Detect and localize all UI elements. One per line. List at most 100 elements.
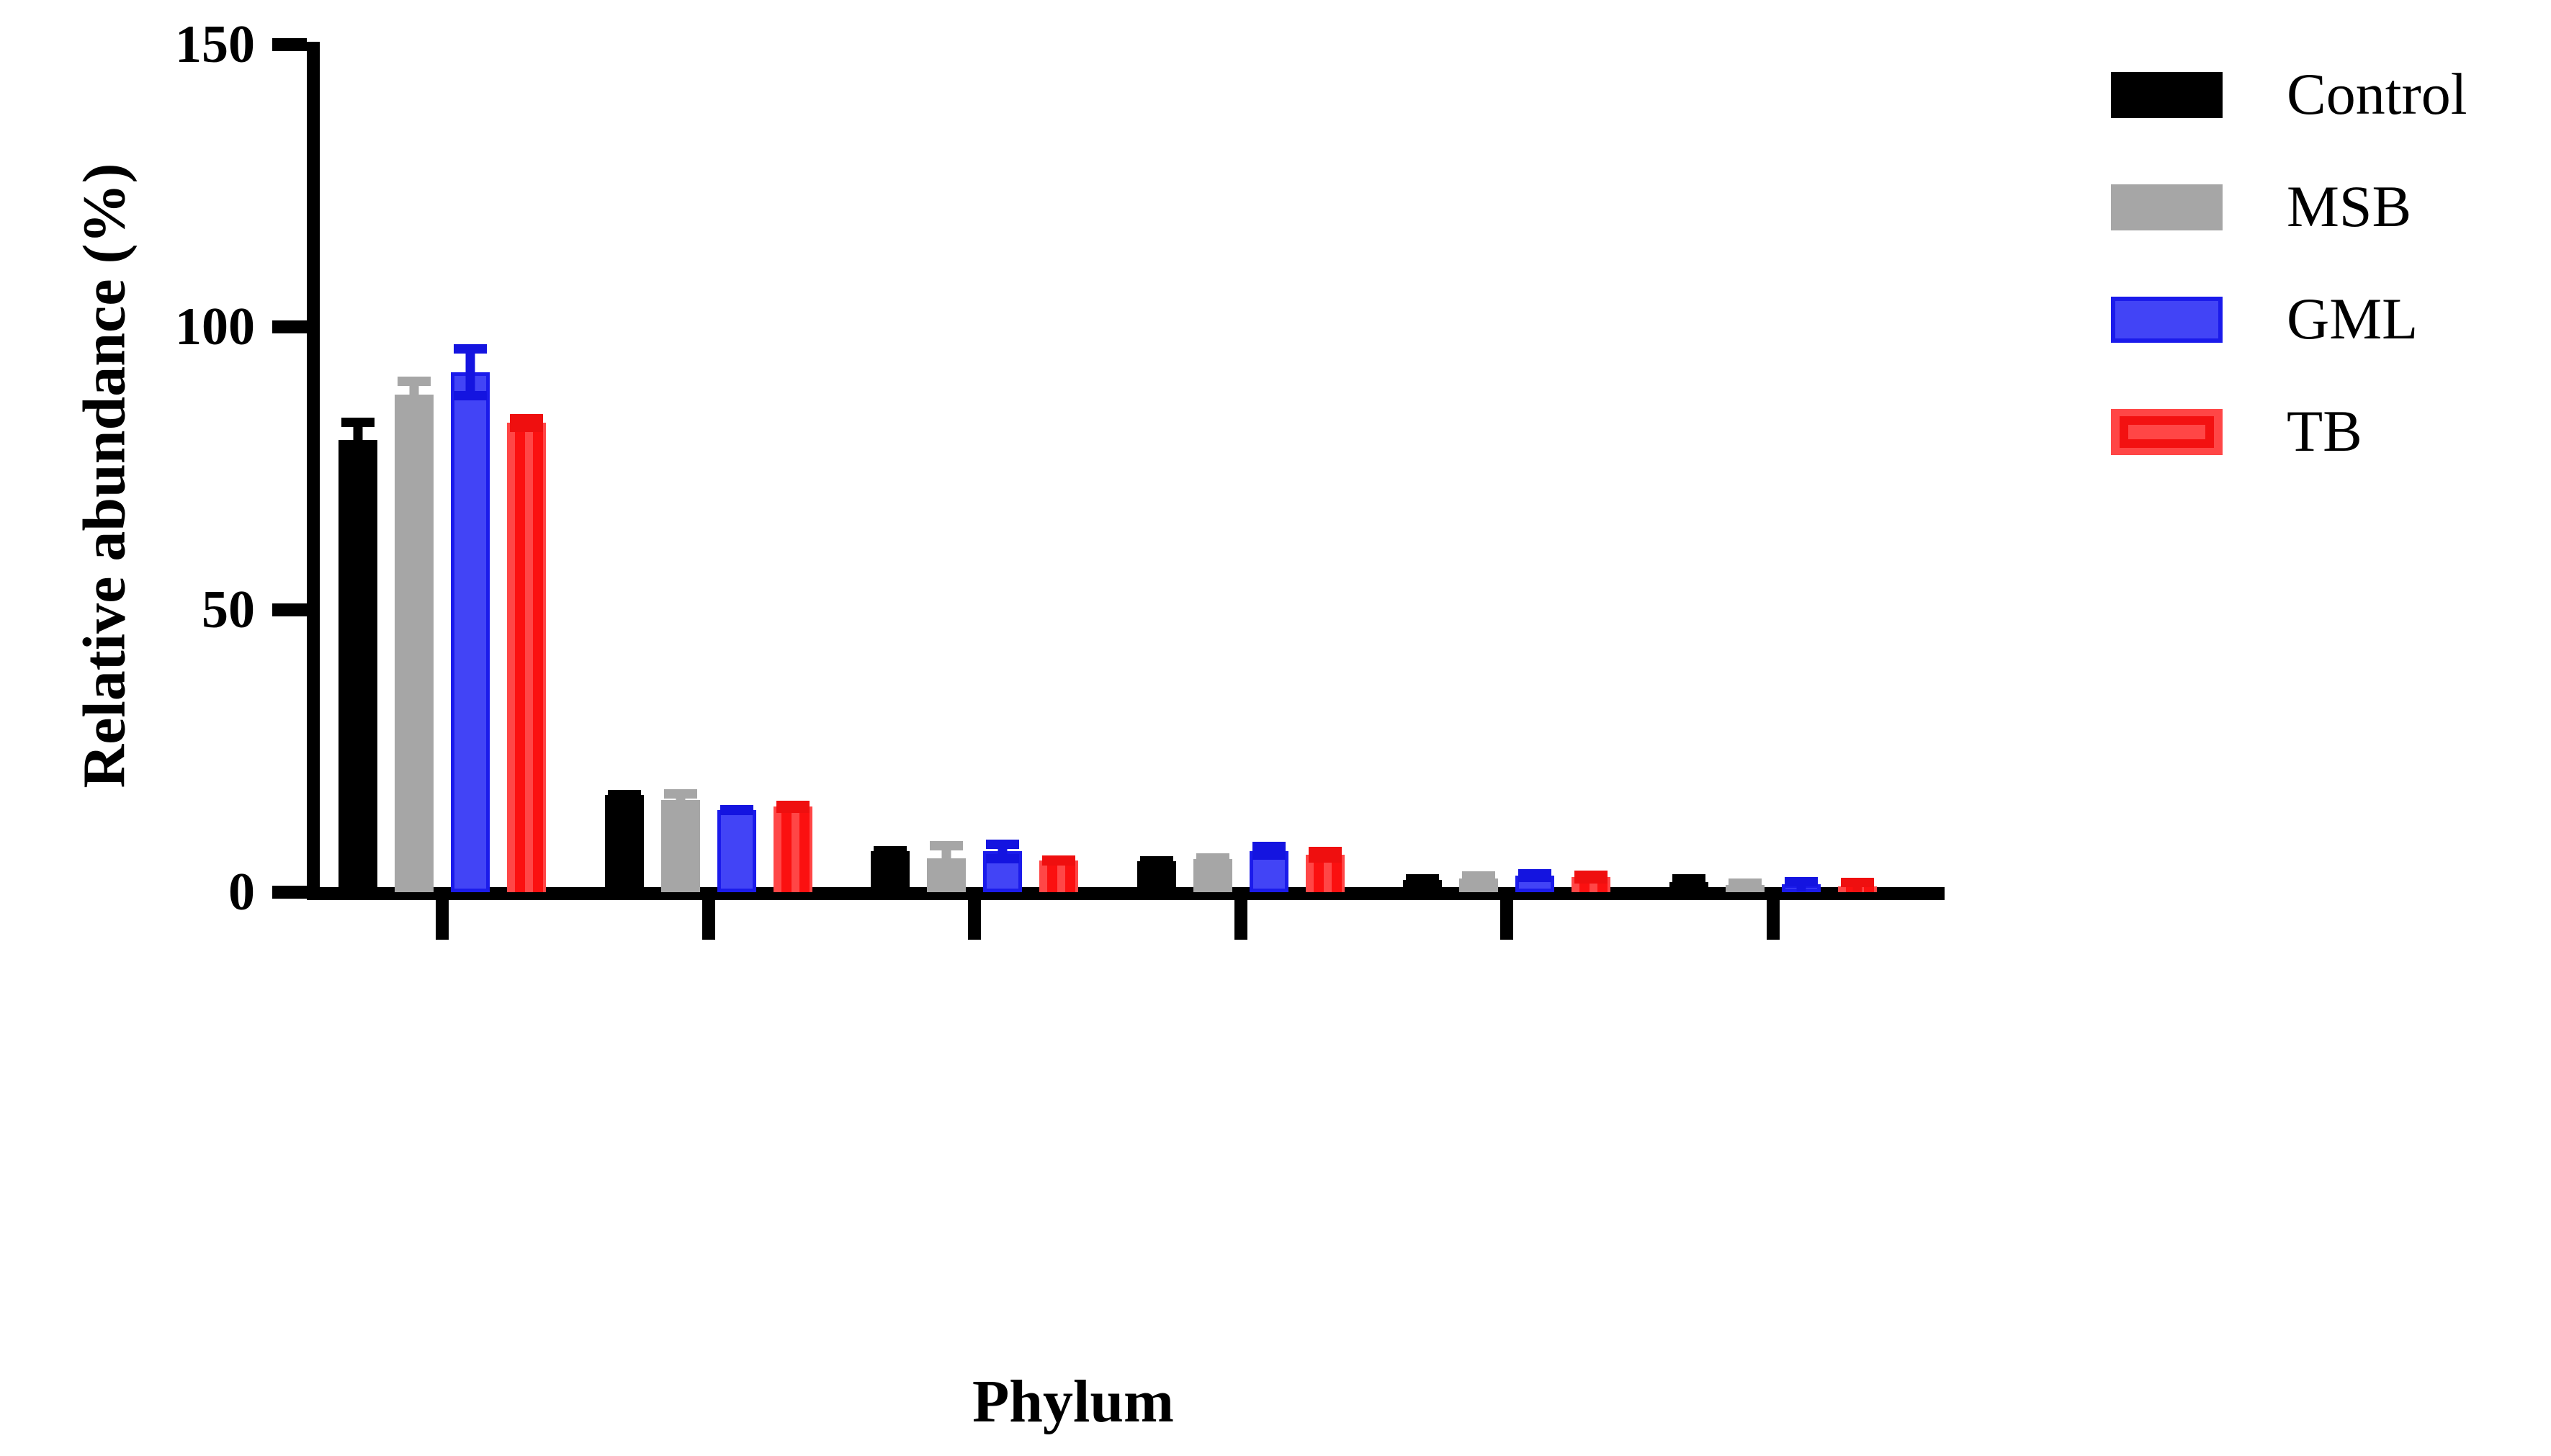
errorbar-control-2 bbox=[605, 789, 644, 801]
errorbar-cap-top bbox=[1252, 842, 1286, 852]
errorbar-msb-2 bbox=[661, 789, 700, 811]
errorbar-cap-bottom bbox=[776, 804, 810, 814]
errorbar-cap-top bbox=[663, 789, 697, 799]
legend-swatch-tb bbox=[2111, 409, 2223, 455]
errorbar-cap-bottom bbox=[1252, 850, 1286, 860]
errorbar-msb-6 bbox=[1726, 878, 1765, 891]
legend-label-msb: MSB bbox=[2287, 174, 2412, 239]
errorbar-msb-5 bbox=[1459, 871, 1498, 886]
x-tick-2 bbox=[701, 900, 715, 940]
errorbar-control-5 bbox=[1403, 873, 1442, 886]
bar-control-4 bbox=[1136, 860, 1176, 892]
errorbar-gml-5 bbox=[1515, 869, 1554, 883]
errorbar-cap-bottom bbox=[986, 853, 1019, 863]
bar-control-1 bbox=[339, 440, 377, 892]
errorbar-tb-4 bbox=[1306, 847, 1345, 863]
errorbar-stem bbox=[465, 343, 475, 401]
x-tick-4 bbox=[1234, 900, 1247, 940]
errorbar-control-1 bbox=[339, 417, 377, 463]
errorbar-tb-5 bbox=[1572, 870, 1610, 884]
errorbar-cap-top bbox=[1784, 876, 1818, 886]
errorbar-cap-top bbox=[510, 413, 543, 423]
errorbar-cap-bottom bbox=[454, 391, 487, 401]
errorbar-msb-4 bbox=[1193, 853, 1232, 866]
bar-tb-3 bbox=[1039, 860, 1078, 892]
errorbar-cap-bottom bbox=[1042, 855, 1075, 866]
errorbar-stem bbox=[353, 417, 363, 463]
errorbar-cap-bottom bbox=[719, 806, 753, 816]
y-axis-title: Relative abundance (%) bbox=[71, 163, 138, 788]
errorbar-cap-bottom bbox=[398, 403, 431, 413]
x-tick-5 bbox=[1500, 900, 1513, 940]
legend-label-control: Control bbox=[2287, 61, 2467, 127]
errorbar-cap-bottom bbox=[1139, 856, 1173, 866]
errorbar-cap-top bbox=[930, 840, 963, 850]
y-tick-100 bbox=[272, 320, 307, 333]
errorbar-cap-bottom bbox=[1574, 870, 1608, 880]
legend-label-gml: GML bbox=[2287, 286, 2418, 351]
errorbar-cap-top bbox=[1840, 877, 1874, 887]
y-tick-0 bbox=[272, 886, 307, 899]
errorbar-cap-bottom bbox=[1518, 869, 1551, 879]
errorbar-gml-1 bbox=[451, 343, 490, 401]
errorbar-cap-bottom bbox=[607, 791, 641, 801]
errorbar-cap-top bbox=[1728, 878, 1762, 889]
legend-swatch-gml bbox=[2111, 297, 2223, 343]
bar-msb-1 bbox=[395, 395, 434, 892]
errorbar-gml-2 bbox=[717, 805, 756, 816]
errorbar-tb-2 bbox=[774, 800, 812, 814]
legend-swatch-msb bbox=[2111, 184, 2223, 230]
legend-row-msb: MSB bbox=[2111, 176, 2543, 238]
errorbar-cap-bottom bbox=[1406, 876, 1439, 886]
x-axis-title: Phylum bbox=[972, 1368, 1175, 1435]
errorbar-cap-bottom bbox=[1462, 876, 1495, 886]
y-tick-label-100: 100 bbox=[175, 297, 255, 356]
bar-control-3 bbox=[871, 851, 910, 892]
legend-row-control: Control bbox=[2111, 63, 2543, 125]
y-tick-150 bbox=[272, 37, 307, 51]
errorbar-gml-3 bbox=[983, 839, 1022, 863]
errorbar-cap-bottom bbox=[510, 422, 543, 432]
legend-swatch-control bbox=[2111, 72, 2223, 118]
errorbar-gml-4 bbox=[1250, 842, 1288, 860]
y-axis-line bbox=[307, 42, 320, 900]
legend-row-gml: GML bbox=[2111, 288, 2543, 350]
errorbar-tb-6 bbox=[1838, 877, 1877, 892]
errorbar-msb-3 bbox=[927, 840, 966, 876]
errorbar-cap-bottom bbox=[930, 866, 963, 876]
bar-control-2 bbox=[604, 794, 644, 892]
errorbar-cap-bottom bbox=[1672, 874, 1705, 884]
errorbar-cap-top bbox=[341, 417, 375, 427]
errorbar-control-3 bbox=[871, 846, 910, 857]
errorbar-cap-bottom bbox=[1196, 853, 1229, 863]
x-tick-6 bbox=[1766, 900, 1780, 940]
bar-gml-1 bbox=[451, 372, 490, 892]
legend-label-tb: TB bbox=[2287, 398, 2362, 464]
errorbar-cap-bottom bbox=[341, 453, 375, 463]
y-tick-label-50: 50 bbox=[202, 580, 255, 639]
errorbar-cap-top bbox=[454, 343, 487, 354]
errorbar-gml-6 bbox=[1782, 876, 1821, 892]
bar-tb-1 bbox=[507, 423, 546, 892]
x-tick-1 bbox=[436, 900, 449, 940]
errorbar-cap-top bbox=[398, 377, 431, 387]
x-tick-3 bbox=[968, 900, 981, 940]
errorbar-cap-bottom bbox=[663, 801, 697, 811]
errorbar-cap-top bbox=[986, 839, 1019, 849]
errorbar-tb-3 bbox=[1039, 855, 1078, 866]
y-tick-50 bbox=[272, 603, 307, 616]
bar-gml-2 bbox=[717, 810, 756, 892]
errorbar-cap-bottom bbox=[874, 847, 907, 857]
errorbar-control-6 bbox=[1669, 874, 1708, 890]
bar-msb-2 bbox=[660, 800, 700, 892]
errorbar-msb-1 bbox=[395, 377, 434, 413]
legend-row-tb: TB bbox=[2111, 400, 2543, 462]
errorbar-tb-1 bbox=[507, 413, 546, 432]
errorbar-cap-bottom bbox=[1308, 853, 1342, 863]
y-tick-label-150: 150 bbox=[175, 14, 255, 74]
legend-swatch-tb-inner-ring bbox=[2120, 416, 2214, 448]
y-tick-label-0: 0 bbox=[228, 863, 255, 922]
bar-tb-2 bbox=[773, 806, 812, 892]
errorbar-control-4 bbox=[1137, 855, 1176, 866]
